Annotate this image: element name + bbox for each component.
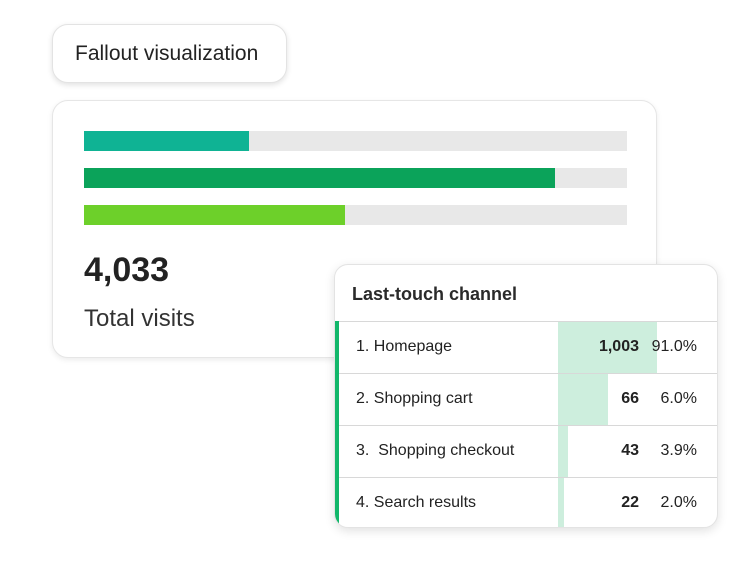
- table-row[interactable]: 2. Shopping cart 66 6.0%: [339, 373, 717, 425]
- fallout-bar-track: [84, 205, 627, 225]
- row-value: 1,003: [598, 338, 639, 355]
- fallout-bar-3: [84, 205, 346, 225]
- row-percent: 3.9%: [660, 442, 697, 459]
- row-percent: 2.0%: [660, 494, 697, 511]
- fallout-visualization-button[interactable]: Fallout visualization: [52, 24, 287, 83]
- row-bar: [558, 322, 657, 373]
- channel-title: Last-touch channel: [352, 284, 518, 304]
- row-percent: 91.0%: [651, 338, 697, 355]
- row-value: 43: [621, 442, 639, 459]
- total-visits-value: 4,033: [84, 251, 170, 289]
- row-bar: [558, 374, 608, 425]
- channel-table: 1. Homepage 1,003 91.0% 2. Shopping cart…: [335, 321, 717, 527]
- fallout-bar-1: [84, 131, 250, 151]
- table-row[interactable]: 1. Homepage 1,003 91.0%: [339, 321, 717, 373]
- total-visits-label: Total visits: [84, 305, 195, 332]
- table-row[interactable]: 3. Shopping checkout 43 3.9%: [339, 425, 717, 477]
- row-percent: 6.0%: [660, 390, 697, 407]
- last-touch-channel-card: Last-touch channel 1. Homepage 1,003 91.…: [334, 264, 718, 528]
- row-label: 2. Shopping cart: [356, 390, 473, 407]
- row-value: 22: [621, 494, 639, 511]
- row-label: 3. Shopping checkout: [356, 442, 515, 459]
- fallout-card: 4,033 Total visits: [52, 100, 657, 358]
- row-label: 4. Search results: [356, 494, 477, 511]
- fallout-visualization-label: Fallout visualization: [75, 41, 259, 65]
- fallout-bar-track: [84, 131, 627, 151]
- fallout-bar-2: [84, 168, 555, 188]
- table-row[interactable]: 4. Search results 22 2.0%: [339, 477, 717, 527]
- row-bar: [558, 426, 568, 477]
- row-value: 66: [621, 390, 639, 407]
- row-bar: [558, 478, 564, 527]
- row-label: 1. Homepage: [356, 338, 453, 355]
- fallout-bar-track: [84, 168, 627, 188]
